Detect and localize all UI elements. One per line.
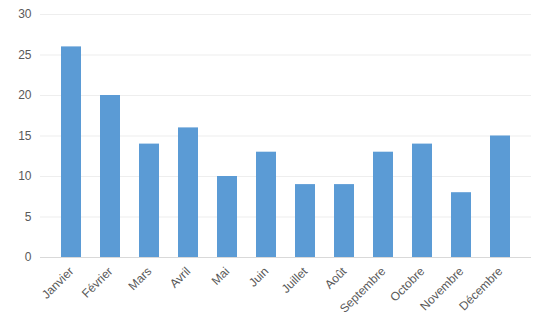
svg-text:30: 30 bbox=[18, 7, 32, 21]
svg-text:Janvier: Janvier bbox=[39, 264, 76, 301]
svg-text:Octobre: Octobre bbox=[387, 264, 428, 305]
svg-text:Décembre: Décembre bbox=[456, 264, 505, 313]
svg-text:Mars: Mars bbox=[126, 264, 155, 293]
svg-text:Février: Février bbox=[79, 264, 115, 300]
svg-text:0: 0 bbox=[25, 250, 32, 264]
svg-text:Novembre: Novembre bbox=[417, 264, 467, 314]
svg-text:25: 25 bbox=[18, 48, 32, 62]
svg-text:Juillet: Juillet bbox=[279, 264, 311, 296]
svg-text:15: 15 bbox=[18, 129, 32, 143]
svg-text:Septembre: Septembre bbox=[337, 264, 389, 316]
svg-text:20: 20 bbox=[18, 88, 32, 102]
svg-text:Août: Août bbox=[322, 264, 350, 292]
svg-text:Juin: Juin bbox=[246, 264, 271, 289]
svg-text:5: 5 bbox=[25, 210, 32, 224]
svg-text:Avril: Avril bbox=[167, 264, 193, 290]
svg-text:10: 10 bbox=[18, 169, 32, 183]
svg-text:Mai: Mai bbox=[209, 264, 233, 288]
